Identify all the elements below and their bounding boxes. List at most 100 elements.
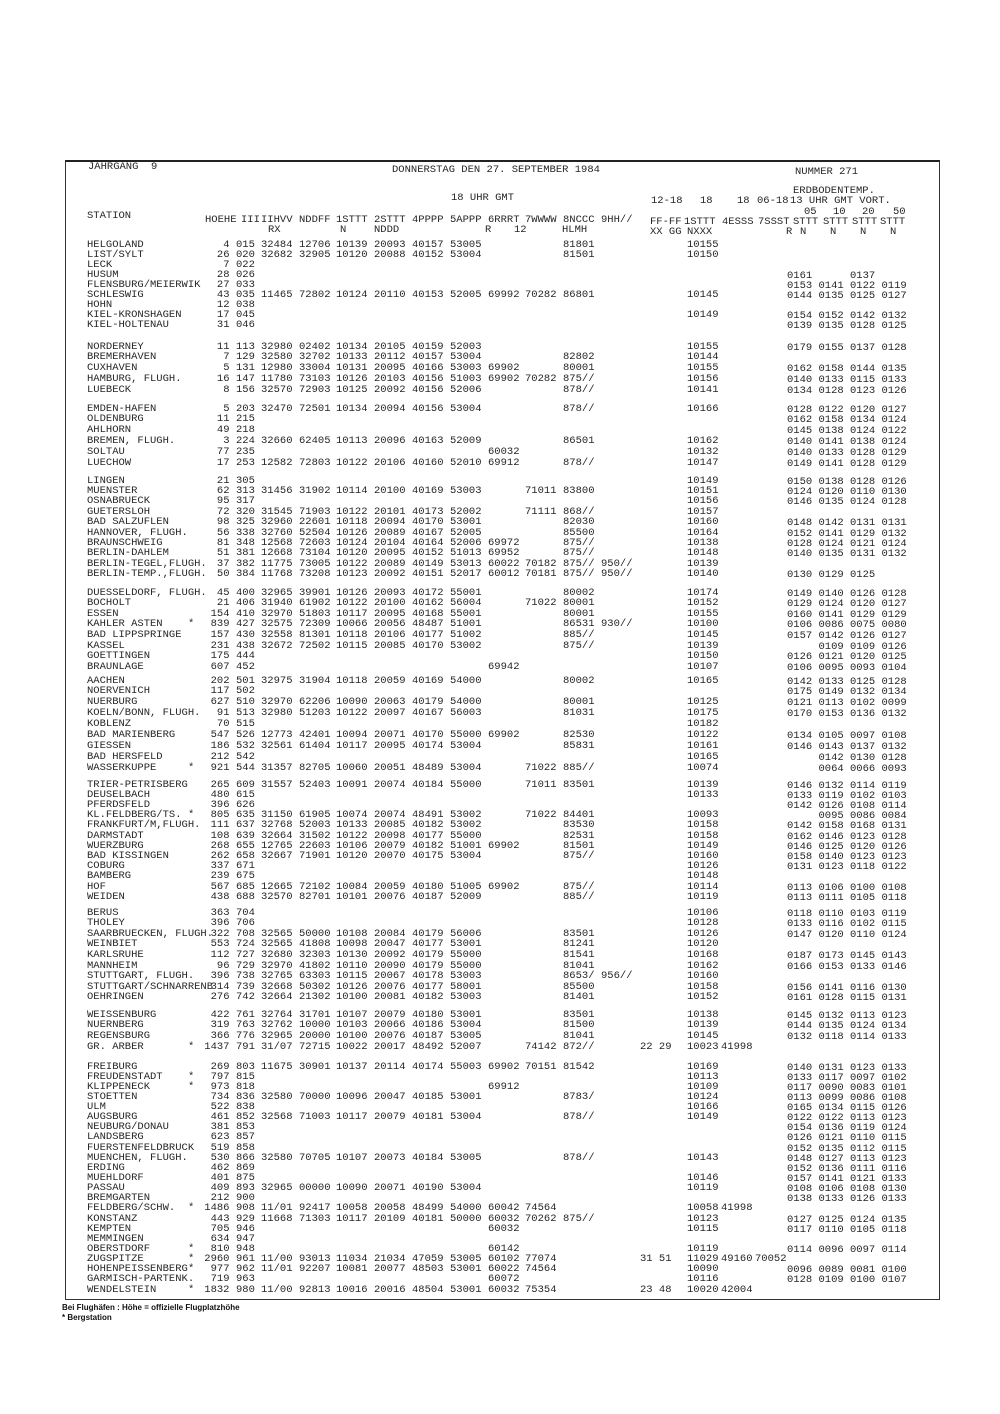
station-name: MUENCHEN, FLUGH.	[87, 1151, 188, 1164]
station-index: 858	[236, 1141, 255, 1154]
synop-code: 55001	[450, 607, 482, 620]
temp-18: 10158	[687, 980, 719, 993]
synop-code: 20089	[374, 557, 406, 570]
soil-temp: 0113	[850, 1112, 876, 1125]
synop-code: 60032	[488, 1212, 520, 1225]
soil-temp: 0099	[881, 697, 907, 710]
soil-temp: 0131	[818, 1061, 844, 1074]
synop-code: 868//	[563, 505, 595, 518]
station-name: WEINBIET	[87, 938, 138, 951]
soil-temp: 0127	[881, 598, 907, 611]
station-index: 046	[236, 319, 255, 332]
synop-code: 30901	[299, 1060, 331, 1073]
synop-code: 72309	[299, 618, 331, 631]
station-name: FUERSTENFELDBRUCK	[87, 1141, 195, 1154]
station-name: AUGSBURG	[87, 1111, 138, 1124]
soil-temp: 0097	[850, 1071, 876, 1084]
station-height: 268	[210, 839, 230, 852]
station-index: 218	[236, 424, 255, 437]
soil-temp: 0105	[818, 730, 844, 742]
column-header: STTT	[823, 216, 849, 228]
station-index: 980	[236, 1283, 255, 1296]
soil-temp: 0105	[850, 1223, 876, 1236]
soil-temp: 0099	[818, 1091, 844, 1104]
soil-temp: 0124	[881, 1122, 907, 1135]
synop-code: 20110	[374, 289, 406, 301]
synop-code: 69902	[488, 839, 520, 852]
synop-code: 52003	[299, 819, 331, 832]
soil-temp: 0127	[818, 1152, 844, 1165]
station-name: WENDELSTEIN	[87, 1283, 157, 1296]
synop-code: 60022	[488, 1263, 520, 1276]
synop-code: 53004	[450, 1019, 482, 1032]
synop-code: 81301	[299, 628, 331, 641]
station-name: ZUGSPITZE	[87, 1253, 144, 1266]
snow-group: 42004	[721, 1283, 753, 1296]
soil-temp: 0100	[850, 881, 876, 894]
soil-temp: 0132	[881, 527, 907, 540]
soil-temp: 0097	[850, 730, 876, 742]
synop-code: 32965	[261, 1182, 293, 1195]
soil-temp: 0121	[818, 651, 844, 664]
synop-code: 10094	[336, 729, 368, 741]
soil-temp: 0134	[787, 384, 813, 397]
soil-temp: 0156	[787, 981, 813, 994]
soil-temp: 0113	[850, 1152, 876, 1165]
station-name: LANDSBERG	[87, 1131, 144, 1144]
synop-code: 86531	[563, 618, 595, 631]
synop-code: 81541	[563, 948, 595, 961]
station-name: CUXHAVEN	[87, 362, 138, 374]
station-height: 202	[210, 674, 230, 687]
soil-temp: 0108	[881, 1091, 907, 1104]
synop-code: 53004	[450, 739, 482, 752]
synop-code: 20114	[374, 1060, 406, 1073]
synop-code: 20109	[374, 1212, 406, 1225]
synop-code: 32565	[261, 938, 293, 951]
station-name: BOCHOLT	[87, 597, 132, 610]
synop-code: 52006	[450, 383, 482, 396]
station-index: 866	[236, 1151, 255, 1164]
soil-temp: 0086	[850, 1091, 876, 1104]
synop-code: 72803	[299, 456, 331, 469]
station-name: LUECHOW	[87, 456, 132, 469]
station-index: 035	[236, 289, 255, 301]
synop-code: 53001	[450, 1090, 482, 1103]
soil-temp: 0132	[818, 1009, 844, 1022]
station-index: 224	[236, 434, 255, 447]
soil-temp: 0114	[881, 799, 907, 812]
soil-temp: 0113	[850, 1009, 876, 1022]
page-date: DONNERSTAG DEN 27. SEPTEMBER 1984	[392, 164, 600, 176]
station-index: 381	[236, 547, 255, 560]
synop-code: 52005	[450, 526, 482, 539]
synop-code: 20085	[374, 639, 406, 652]
station-index: 900	[236, 1192, 255, 1205]
synop-code: 10124	[336, 289, 368, 301]
station-height: 111	[210, 819, 230, 832]
depth-label: 20	[862, 206, 875, 218]
soil-temp: 0126	[787, 1132, 813, 1145]
soil-temp: 0130	[850, 751, 876, 764]
synop-code: 875//	[563, 1212, 595, 1225]
station-index: 908	[236, 1202, 255, 1215]
soil-temp: 0168	[850, 820, 876, 833]
column-header: 7SSST	[758, 216, 790, 228]
soil-temp: 0133	[881, 1061, 907, 1074]
soil-temp: 0124	[850, 496, 876, 509]
synop-code: 10118	[336, 674, 368, 687]
synop-code: 52504	[299, 526, 331, 539]
soil-temp: 0146	[881, 960, 907, 973]
soil-temp: 0128	[850, 320, 876, 333]
soil-temp: 0158	[787, 850, 813, 863]
station-height: 8	[223, 383, 230, 396]
synop-code: 51013	[450, 547, 482, 560]
soil-temp: 0126	[881, 475, 907, 488]
station-height: 108	[210, 829, 230, 842]
station-height: 70	[216, 718, 230, 731]
synop-code: 32664	[261, 991, 293, 1004]
synop-code: 875//	[563, 547, 595, 560]
temp-18: 10158	[687, 819, 719, 832]
station-name: BREMGARTEN	[87, 1192, 151, 1205]
synop-code: 878//	[563, 402, 595, 415]
temp-18: 10160	[687, 970, 719, 983]
sub-header: 12	[514, 224, 527, 236]
